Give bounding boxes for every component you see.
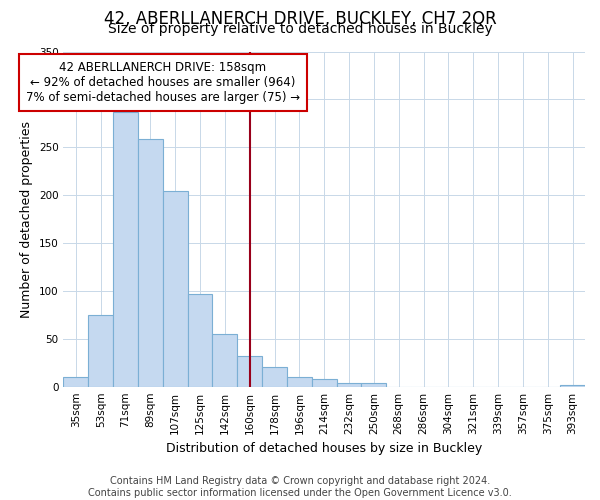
Bar xyxy=(361,383,386,386)
Text: Contains HM Land Registry data © Crown copyright and database right 2024.
Contai: Contains HM Land Registry data © Crown c… xyxy=(88,476,512,498)
Bar xyxy=(212,334,238,386)
Bar xyxy=(560,385,585,386)
Text: 42 ABERLLANERCH DRIVE: 158sqm
← 92% of detached houses are smaller (964)
7% of s: 42 ABERLLANERCH DRIVE: 158sqm ← 92% of d… xyxy=(26,61,300,104)
Bar xyxy=(312,379,337,386)
Text: Size of property relative to detached houses in Buckley: Size of property relative to detached ho… xyxy=(107,22,493,36)
Bar xyxy=(238,356,262,386)
Y-axis label: Number of detached properties: Number of detached properties xyxy=(20,120,34,318)
Text: 42, ABERLLANERCH DRIVE, BUCKLEY, CH7 2QR: 42, ABERLLANERCH DRIVE, BUCKLEY, CH7 2QR xyxy=(104,10,496,28)
Bar xyxy=(262,366,287,386)
Bar xyxy=(138,138,163,386)
Bar xyxy=(163,192,188,386)
Bar xyxy=(64,377,88,386)
Bar xyxy=(287,377,312,386)
Bar xyxy=(188,294,212,386)
Bar xyxy=(337,383,361,386)
X-axis label: Distribution of detached houses by size in Buckley: Distribution of detached houses by size … xyxy=(166,442,482,455)
Bar xyxy=(88,315,113,386)
Bar xyxy=(113,112,138,386)
